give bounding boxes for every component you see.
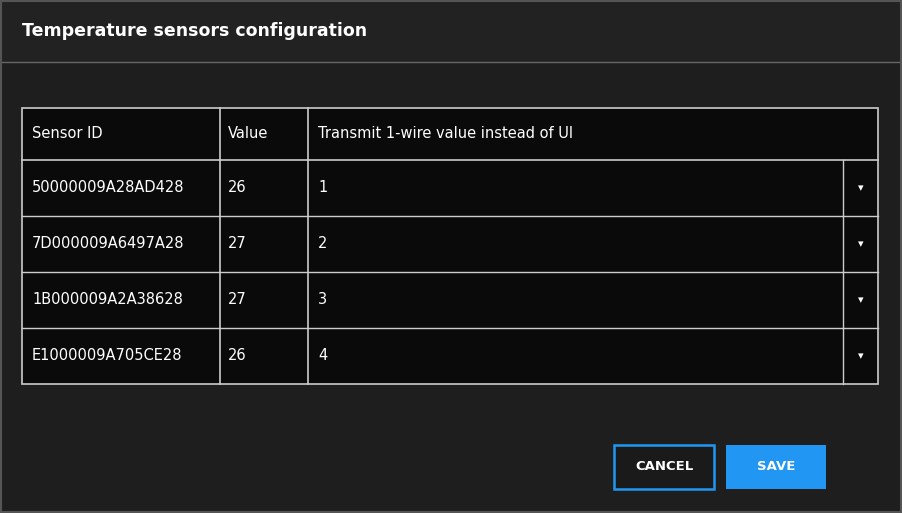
Text: SAVE: SAVE <box>757 461 796 473</box>
Text: ▾: ▾ <box>858 351 863 361</box>
Text: 26: 26 <box>228 181 246 195</box>
Text: 50000009A28AD428: 50000009A28AD428 <box>32 181 185 195</box>
Text: 27: 27 <box>228 292 247 307</box>
Bar <box>614 445 714 489</box>
Text: Value: Value <box>228 127 269 142</box>
Text: CANCEL: CANCEL <box>635 461 693 473</box>
Text: ▾: ▾ <box>858 295 863 305</box>
Bar <box>726 445 826 489</box>
Text: 4: 4 <box>318 348 327 364</box>
Bar <box>22 108 878 384</box>
Text: 7D000009A6497A28: 7D000009A6497A28 <box>32 236 185 251</box>
Text: 1B000009A2A38628: 1B000009A2A38628 <box>32 292 183 307</box>
Text: Sensor ID: Sensor ID <box>32 127 103 142</box>
Text: 1: 1 <box>318 181 327 195</box>
Text: 26: 26 <box>228 348 246 364</box>
Text: Transmit 1-wire value instead of UI: Transmit 1-wire value instead of UI <box>318 127 573 142</box>
Bar <box>0 0 902 62</box>
Text: 27: 27 <box>228 236 247 251</box>
Text: E1000009A705CE28: E1000009A705CE28 <box>32 348 182 364</box>
Text: ▾: ▾ <box>858 239 863 249</box>
Text: ▾: ▾ <box>858 183 863 193</box>
Text: 2: 2 <box>318 236 327 251</box>
Text: Temperature sensors configuration: Temperature sensors configuration <box>22 22 367 40</box>
Text: 3: 3 <box>318 292 327 307</box>
